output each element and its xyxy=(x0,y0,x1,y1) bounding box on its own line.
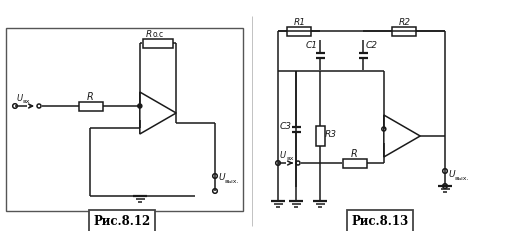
Text: C3: C3 xyxy=(280,122,292,131)
Text: R3: R3 xyxy=(325,129,337,138)
Text: вых.: вых. xyxy=(454,176,469,181)
Text: U: U xyxy=(17,94,23,103)
Text: Рис.8.13: Рис.8.13 xyxy=(351,215,409,228)
Text: C2: C2 xyxy=(366,41,378,50)
Text: вых.: вых. xyxy=(224,178,238,183)
Bar xyxy=(316,126,325,146)
Text: R: R xyxy=(146,30,152,39)
Text: R: R xyxy=(87,92,93,102)
Text: R2: R2 xyxy=(399,18,411,27)
Text: C1: C1 xyxy=(306,41,318,50)
Text: U: U xyxy=(280,150,286,159)
Bar xyxy=(143,39,173,48)
Bar xyxy=(79,102,103,111)
Text: вх: вх xyxy=(22,99,29,103)
Text: о.с: о.с xyxy=(153,30,164,39)
Text: U: U xyxy=(218,172,225,181)
Text: вх: вх xyxy=(286,155,293,160)
Bar xyxy=(392,27,416,36)
Text: Рис.8.12: Рис.8.12 xyxy=(93,215,150,228)
Text: R1: R1 xyxy=(294,18,306,27)
Bar xyxy=(343,159,367,168)
Bar xyxy=(287,27,311,36)
Text: U: U xyxy=(448,170,454,179)
Text: R: R xyxy=(351,148,358,158)
Circle shape xyxy=(138,105,142,109)
Bar xyxy=(6,29,243,211)
